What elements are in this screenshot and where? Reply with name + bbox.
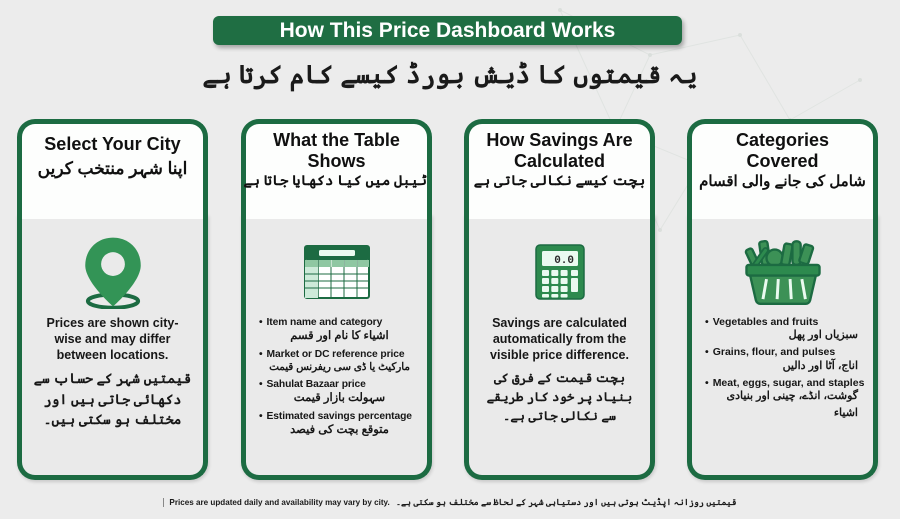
svg-text:0.0: 0.0	[554, 255, 574, 267]
